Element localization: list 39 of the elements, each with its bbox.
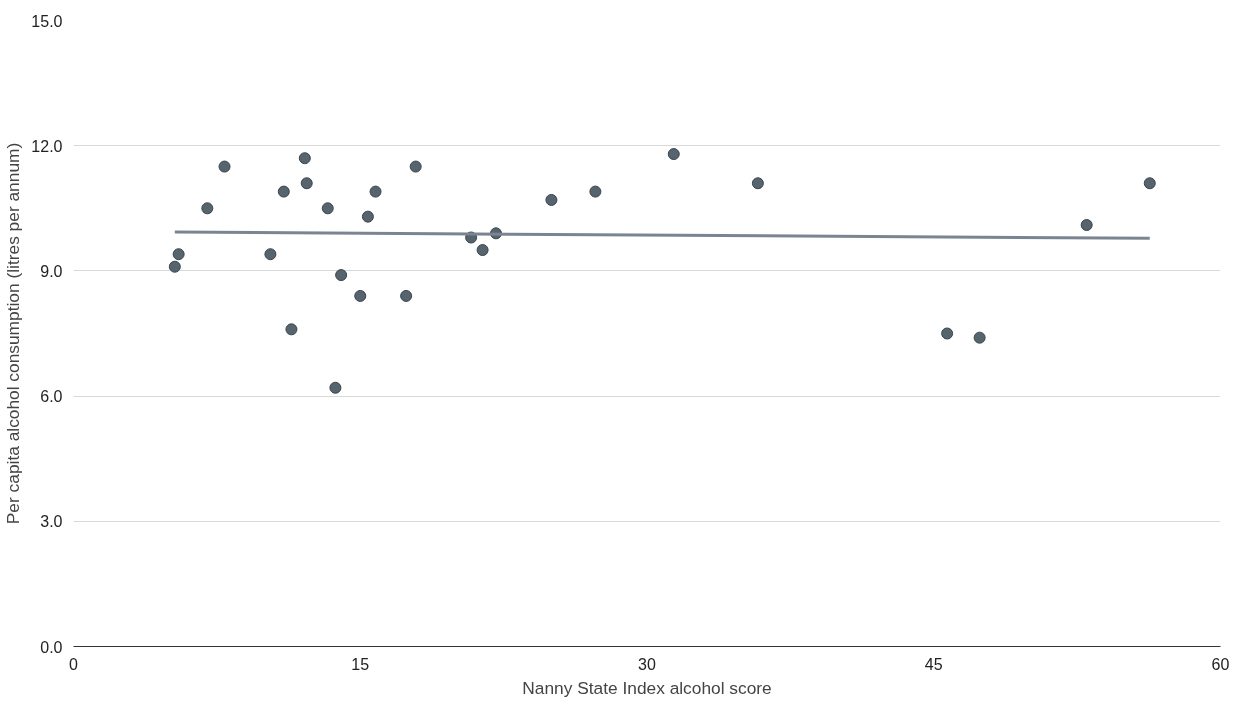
point: [1143, 177, 1156, 190]
y-tick-label: 9.0: [40, 262, 63, 280]
x-tick-label: 30: [638, 655, 656, 673]
point: [285, 323, 298, 336]
point: [400, 289, 413, 302]
point: [201, 202, 214, 215]
x-tick-label: 15: [351, 655, 370, 673]
y-tick-label: 6.0: [40, 388, 63, 406]
point: [409, 160, 422, 173]
point: [941, 327, 954, 340]
point: [329, 381, 342, 394]
y-tick-label: 15.0: [31, 12, 63, 30]
y-tick-label: 12.0: [31, 137, 63, 155]
point: [589, 185, 602, 198]
point: [973, 331, 986, 344]
point: [321, 202, 334, 215]
point: [277, 185, 290, 198]
y-tick-label: 0.0: [40, 638, 63, 656]
point: [218, 160, 231, 173]
point: [300, 177, 313, 190]
y-axis-title: Per capita alcohol consumption (litres per annum): [3, 142, 24, 525]
point: [1080, 219, 1093, 231]
x-tick-label: 45: [924, 655, 943, 673]
point: [172, 248, 185, 261]
point: [369, 185, 382, 198]
point: [476, 244, 489, 257]
point: [354, 289, 367, 302]
point: [264, 248, 277, 261]
point: [361, 210, 374, 223]
point: [667, 148, 680, 161]
point: [168, 260, 181, 273]
x-tick-label: 60: [1211, 655, 1230, 673]
point: [335, 269, 348, 282]
point: [298, 152, 311, 165]
x-tick-label: 0: [69, 655, 79, 673]
point: [545, 193, 558, 206]
point: [751, 177, 764, 190]
y-tick-label: 3.0: [40, 513, 63, 531]
x-axis-title: Nanny State Index alcohol score: [522, 677, 772, 698]
